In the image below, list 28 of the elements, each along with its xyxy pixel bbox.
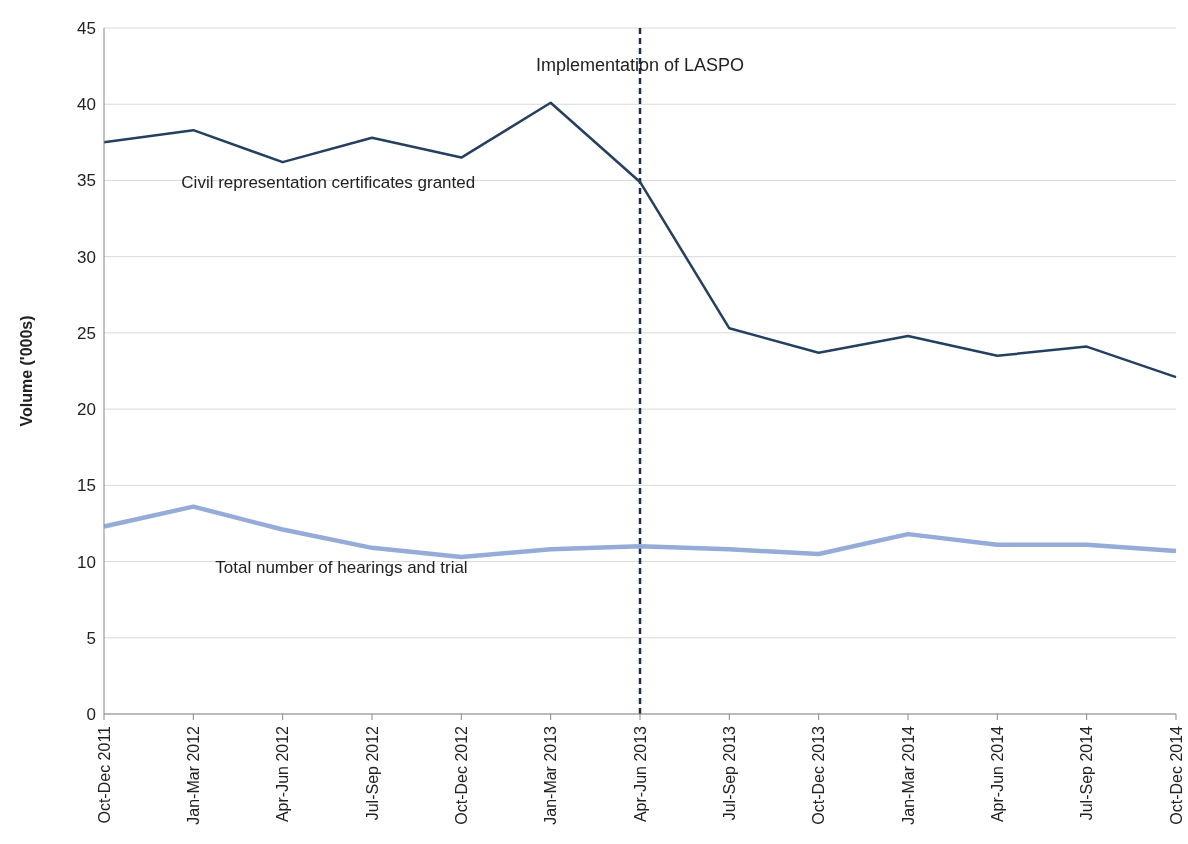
y-tick-label: 20 xyxy=(77,400,96,420)
x-tick-label: Apr-Jun 2012 xyxy=(274,725,292,823)
series-label: Civil representation certificates granted xyxy=(181,173,476,193)
y-tick-label: 0 xyxy=(86,705,96,725)
x-tick-label: Apr-Jun 2014 xyxy=(988,725,1006,823)
line-series xyxy=(102,101,1178,379)
x-tick-label: Oct-Dec 2011 xyxy=(95,725,113,824)
y-tick-label: 5 xyxy=(86,628,96,648)
y-tick-label: 40 xyxy=(77,95,96,115)
x-tick-label: Jul-Sep 2013 xyxy=(720,725,738,821)
ref-line-label: Implementation of LASPO xyxy=(535,54,745,75)
y-tick-label: 45 xyxy=(77,19,96,39)
x-tick-label: Jan-Mar 2014 xyxy=(899,725,917,825)
x-tick-label: Jan-Mar 2013 xyxy=(542,725,560,825)
series-label: Total number of hearings and trial xyxy=(215,557,468,577)
x-tick-label: Jul-Sep 2014 xyxy=(1078,725,1096,821)
y-tick-label: 30 xyxy=(77,247,96,267)
x-tick-label: Oct-Dec 2012 xyxy=(452,725,470,825)
y-axis-title: Volume ('000s) xyxy=(17,315,35,427)
x-tick-label: Jan-Mar 2012 xyxy=(184,725,202,825)
y-tick-label: 35 xyxy=(77,171,96,191)
y-tick-label: 15 xyxy=(77,476,96,496)
y-tick-label: 25 xyxy=(77,323,96,343)
y-tick-label: 10 xyxy=(77,552,96,572)
x-tick-label: Jul-Sep 2012 xyxy=(363,725,381,821)
x-tick-label: Oct-Dec 2014 xyxy=(1167,725,1185,825)
x-tick-label: Oct-Dec 2013 xyxy=(810,725,828,825)
x-tick-label: Apr-Jun 2013 xyxy=(631,725,649,823)
